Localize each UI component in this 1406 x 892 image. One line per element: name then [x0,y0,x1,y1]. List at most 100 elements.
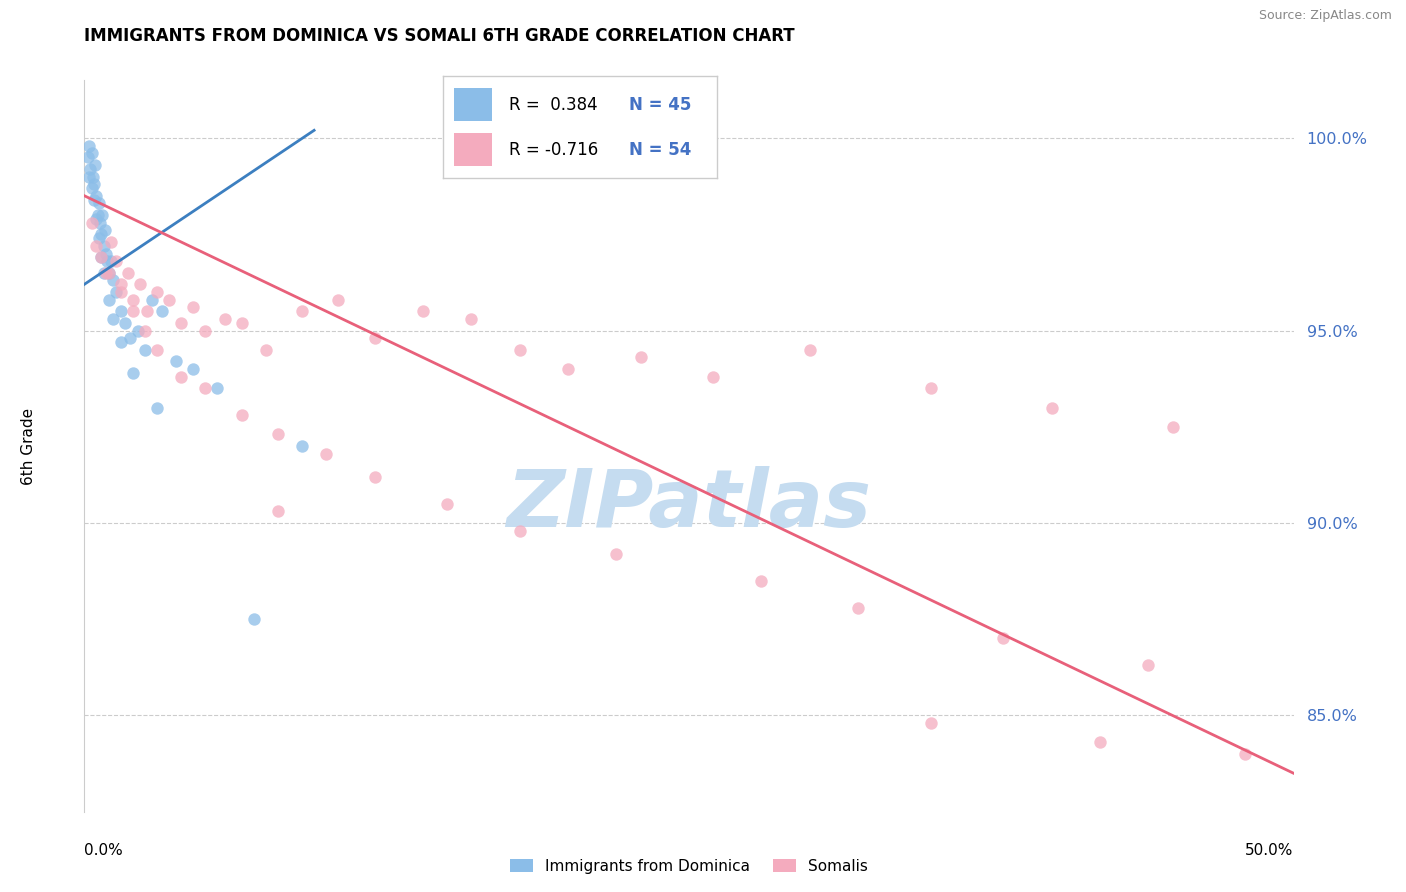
Point [77,138,100,153]
Point [91,208,114,222]
Point [129,277,152,292]
Point [181,301,204,315]
Point [751,574,773,588]
Point [77,169,100,184]
Point [146,285,169,299]
Point [90,251,112,265]
Point [242,612,264,626]
Point [165,354,187,368]
Point [84,158,107,172]
Point [96,254,118,268]
Point [605,547,627,561]
Point [103,312,125,326]
FancyBboxPatch shape [454,133,492,166]
Point [141,293,163,307]
Point [231,316,253,330]
Point [363,331,385,345]
Point [120,331,142,345]
Point [110,285,132,299]
Point [460,312,482,326]
Point [110,277,132,292]
Point [103,273,125,287]
Point [121,304,143,318]
Point [93,266,115,280]
Point [194,381,217,395]
Text: N = 54: N = 54 [630,141,692,159]
Text: N = 45: N = 45 [630,95,692,113]
Point [80,181,103,195]
Point [134,324,156,338]
Point [194,324,217,338]
Text: Source: ZipAtlas.com: Source: ZipAtlas.com [1258,9,1392,22]
Point [87,231,110,245]
Point [97,266,120,280]
Point [363,470,385,484]
Point [97,266,120,280]
Point [207,381,229,395]
Point [89,216,111,230]
Point [509,343,531,357]
Point [170,369,193,384]
Text: 50.0%: 50.0% [1246,843,1294,858]
Point [94,266,117,280]
Point [181,362,204,376]
Point [82,169,104,184]
Point [110,334,132,349]
Point [110,304,132,318]
Point [90,251,112,265]
Point [83,178,105,192]
Point [920,381,942,395]
Point [254,343,277,357]
Point [291,304,314,318]
Point [121,293,143,307]
Point [104,285,127,299]
Point [846,600,869,615]
Point [315,447,337,461]
Point [80,216,103,230]
Point [94,246,117,260]
Point [436,497,458,511]
Point [100,254,122,268]
Point [1161,419,1184,434]
Text: R =  0.384: R = 0.384 [509,95,598,113]
Point [1088,735,1111,749]
Point [157,293,180,307]
Point [80,146,103,161]
Point [86,208,108,222]
Point [150,304,173,318]
Text: 0.0%: 0.0% [84,843,124,858]
FancyBboxPatch shape [454,88,492,121]
Point [104,254,127,268]
Point [94,223,117,237]
Point [134,343,156,357]
Point [114,316,136,330]
Point [267,427,290,442]
Point [328,293,350,307]
Point [100,235,122,249]
Point [127,324,149,338]
Point [90,227,112,242]
Text: R = -0.716: R = -0.716 [509,141,598,159]
Point [86,188,108,202]
Point [267,504,290,518]
Point [702,369,724,384]
Point [557,362,579,376]
Point [83,193,105,207]
Point [214,312,236,326]
Point [993,632,1015,646]
Point [630,351,652,365]
Text: ZIPatlas: ZIPatlas [506,466,872,543]
Point [79,161,101,176]
Point [97,293,120,307]
Point [77,150,100,164]
Point [86,211,108,226]
Point [93,239,115,253]
Point [146,343,169,357]
Point [117,266,139,280]
Point [1040,401,1063,415]
Point [86,239,108,253]
Point [1234,747,1257,761]
Point [121,366,143,380]
Point [231,408,253,422]
Point [412,304,434,318]
